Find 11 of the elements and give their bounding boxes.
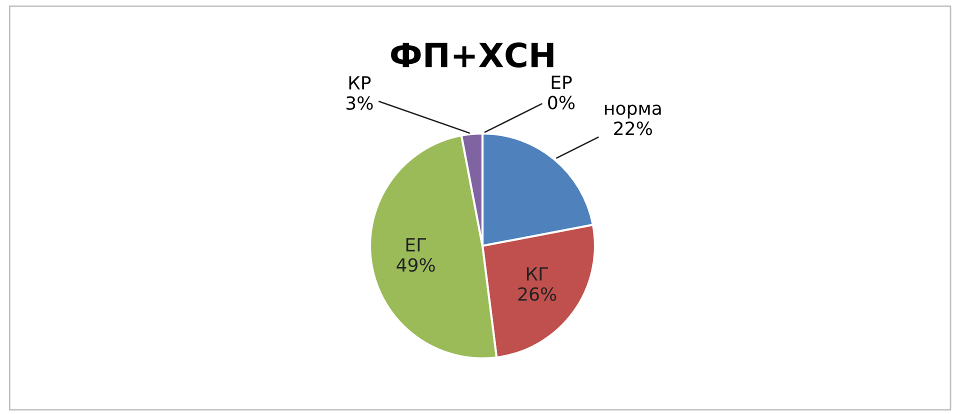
text: 0% [548,96,575,110]
data-label: 22% [614,122,652,136]
slice-label: КГ [526,267,548,280]
chart-title: ФП+ХСН [391,42,554,68]
data-label: 26% [518,287,556,301]
slice-label: КР [349,76,371,90]
data-label: 49% [396,258,435,272]
slice-label: норма [605,104,661,118]
slice-label: ЕГ [406,238,426,252]
data-label: 3% [346,96,373,110]
category-label: ЕР [552,76,572,89]
